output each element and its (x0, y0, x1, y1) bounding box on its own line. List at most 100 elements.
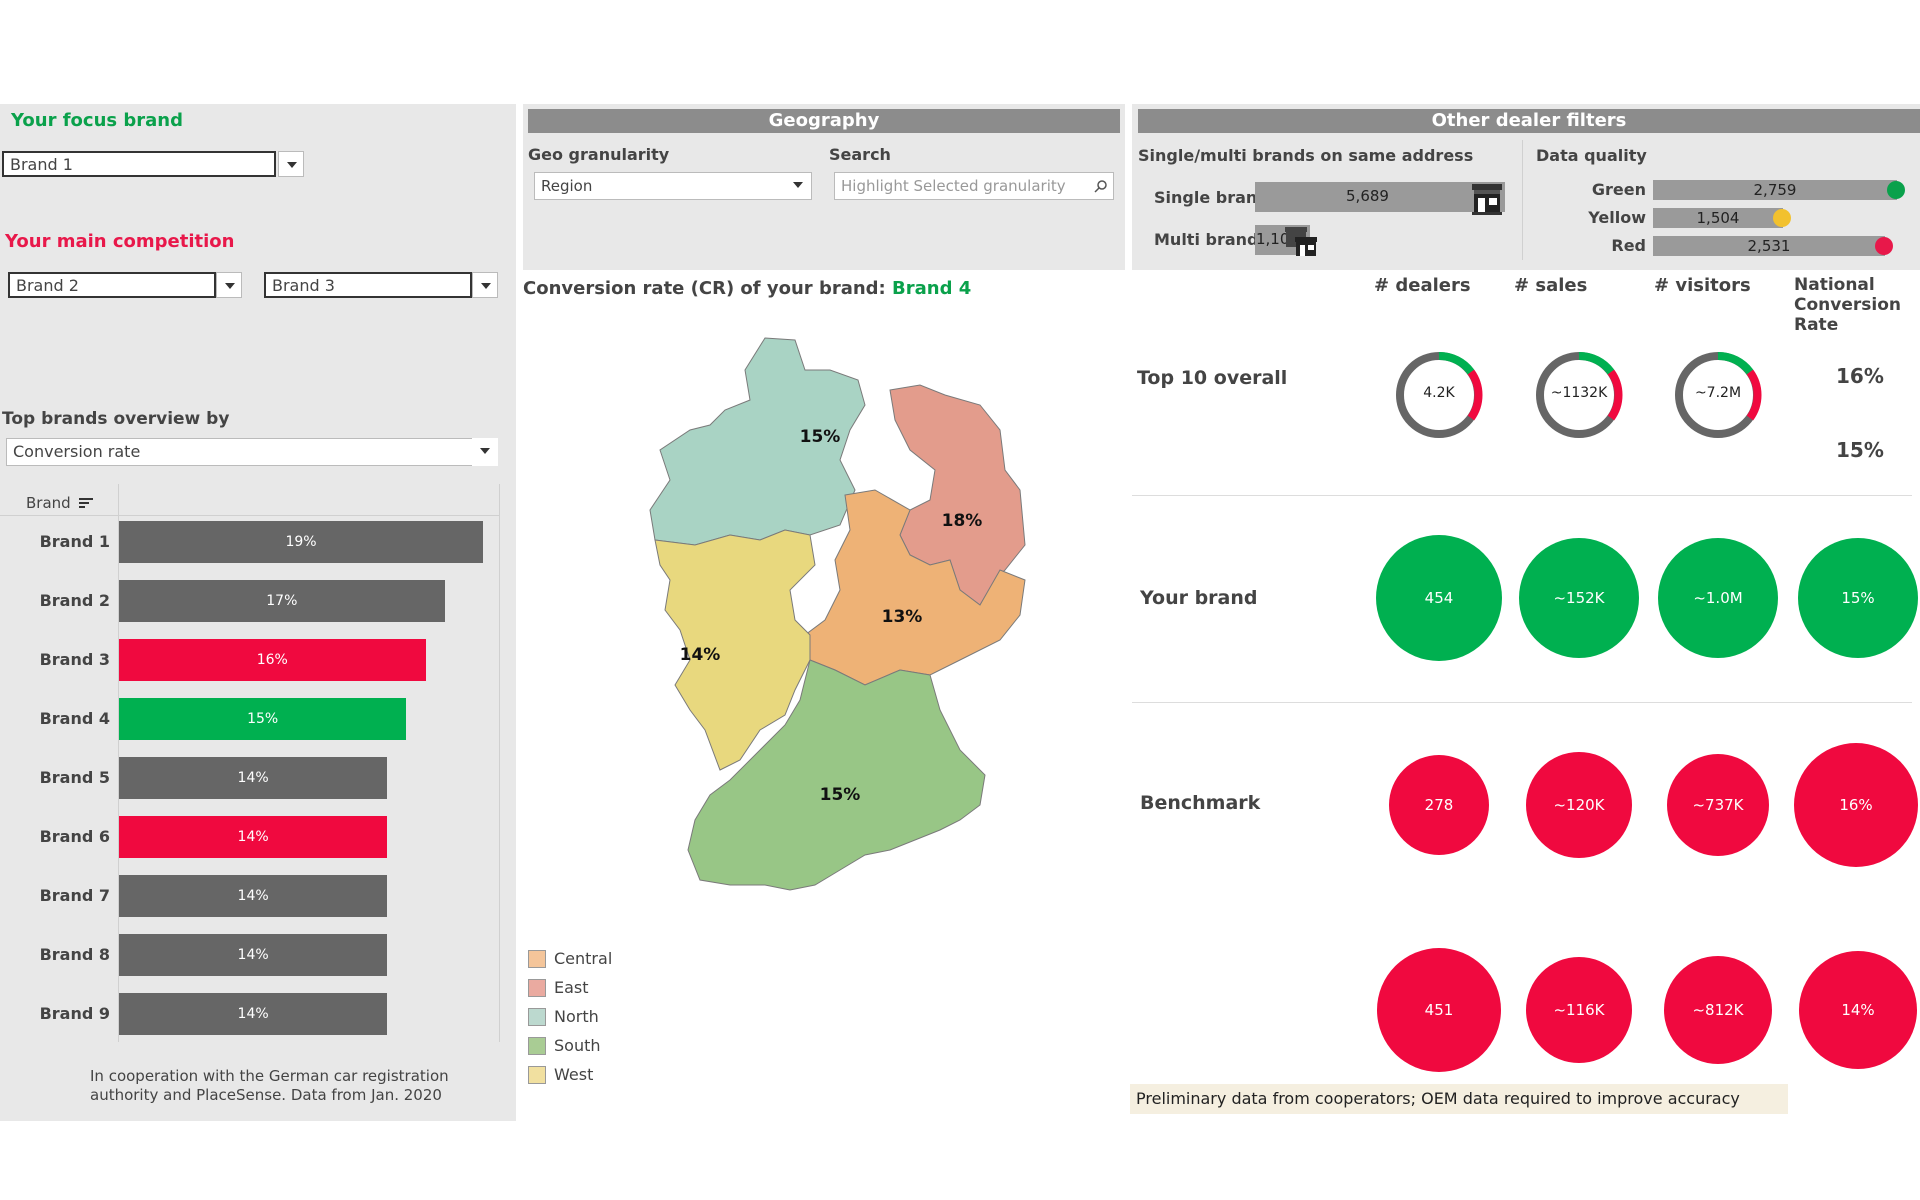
germany-map[interactable]: 15% 18% 13% 14% 15% (600, 330, 1040, 910)
legend-label[interactable]: North (554, 1007, 599, 1026)
single-brand-bar[interactable] (1255, 182, 1505, 212)
legend-swatch[interactable] (528, 1037, 546, 1055)
benchmark-bubble[interactable]: ~120K (1526, 752, 1632, 858)
search-input[interactable]: Highlight Selected granularity (834, 172, 1114, 200)
top10-rate-1: 16% (1836, 364, 1884, 388)
row4-bubble[interactable]: 451 (1377, 948, 1501, 1072)
col-national-cr: National Conversion Rate (1794, 275, 1901, 335)
top10-donut-value: 4.2K (1423, 385, 1455, 401)
col-sales: # sales (1514, 275, 1588, 296)
overview-select[interactable]: Conversion rate (6, 438, 476, 466)
bar-category-label: Brand 7 (39, 886, 110, 905)
dq-value: 2,531 (1747, 237, 1791, 255)
chevron-down-icon[interactable] (278, 151, 304, 177)
row4-bubble[interactable]: ~812K (1664, 956, 1772, 1064)
top10-rate-2: 15% (1836, 438, 1884, 462)
legend-label[interactable]: West (554, 1065, 594, 1084)
top10-donut-value: ~7.2M (1694, 385, 1742, 401)
sort-icon[interactable] (79, 496, 94, 508)
legend-swatch[interactable] (528, 979, 546, 997)
bar-category-label: Brand 8 (39, 945, 110, 964)
dq-status-dot (1887, 181, 1905, 199)
dq-bar[interactable] (1653, 236, 1885, 256)
bar-category-label: Brand 9 (39, 1004, 110, 1023)
brand-bar-chart: Brand 1 19% Brand 2 17% Brand 3 16% Brand 4 15%… (0, 516, 500, 1046)
bar-category-label: Brand 1 (39, 532, 110, 551)
bar-category-label: Brand 6 (39, 827, 110, 846)
row-your-brand-label: Your brand (1140, 587, 1258, 609)
map-title-text: Conversion rate (CR) of your brand: (523, 278, 886, 299)
focus-brand-select[interactable]: Brand 1 (2, 151, 276, 177)
single-multi-title: Single/multi brands on same address (1138, 146, 1474, 165)
region-value-label: 15% (820, 785, 861, 805)
region-central[interactable] (804, 489, 1026, 686)
top10-donut[interactable]: ~7.2M (1673, 350, 1763, 444)
store-icon (1283, 225, 1319, 263)
geo-granularity-select[interactable]: Region (534, 172, 812, 200)
dq-value: 1,504 (1696, 209, 1740, 227)
legend-label[interactable]: South (554, 1036, 601, 1055)
legend-swatch[interactable] (528, 1008, 546, 1026)
map-title-brand: Brand 4 (892, 278, 972, 299)
dq-label: Yellow (1588, 208, 1646, 227)
brand-column-header[interactable]: Brand (26, 494, 94, 512)
brand-column-label: Brand (26, 494, 71, 512)
chevron-down-icon[interactable] (216, 272, 242, 298)
legend-swatch[interactable] (528, 1066, 546, 1084)
region-south[interactable] (687, 659, 986, 891)
chevron-down-icon[interactable] (472, 272, 498, 298)
dq-bar[interactable] (1653, 180, 1897, 200)
search-label: Search (829, 145, 891, 164)
legend-label[interactable]: East (554, 978, 589, 997)
row-top10-label: Top 10 overall (1137, 367, 1288, 389)
dq-bar[interactable] (1653, 208, 1783, 228)
bar-brand-2[interactable]: 17% (119, 580, 445, 622)
bar-brand-5[interactable]: 14% (119, 757, 388, 799)
chevron-down-icon[interactable] (472, 438, 498, 466)
chart-divider (118, 484, 119, 1042)
row-divider (1132, 495, 1912, 496)
bar-brand-6[interactable]: 14% (119, 816, 388, 858)
bar-brand-3[interactable]: 16% (119, 639, 426, 681)
legend-label[interactable]: Central (554, 949, 613, 968)
bar-brand-8[interactable]: 14% (119, 934, 388, 976)
benchmark-bubble[interactable]: 278 (1389, 755, 1489, 855)
region-value-label: 15% (800, 427, 841, 447)
bar-category-label: Brand 4 (39, 709, 110, 728)
chevron-down-icon[interactable] (785, 172, 811, 198)
bar-brand-7[interactable]: 14% (119, 875, 388, 917)
legend-swatch[interactable] (528, 950, 546, 968)
benchmark-bubble[interactable]: ~737K (1667, 754, 1769, 856)
region-west[interactable] (654, 529, 816, 771)
dq-label: Green (1591, 180, 1646, 199)
bar-category-label: Brand 5 (39, 768, 110, 787)
competition-select-1[interactable]: Brand 2 (8, 272, 216, 298)
focus-brand-title: Your focus brand (11, 110, 183, 131)
bar-brand-1[interactable]: 19% (119, 521, 483, 563)
bar-brand-4[interactable]: 15% (119, 698, 407, 740)
col-visitors: # visitors (1654, 275, 1751, 296)
your-brand-bubble[interactable]: ~152K (1519, 538, 1639, 658)
region-value-label: 13% (882, 607, 923, 627)
top10-donut[interactable]: 4.2K (1394, 350, 1484, 444)
competition-select-2[interactable]: Brand 3 (264, 272, 472, 298)
region-value-label: 14% (680, 645, 721, 665)
row-divider (1132, 702, 1912, 703)
row4-bubble[interactable]: ~116K (1526, 957, 1632, 1063)
col-dealers: # dealers (1374, 275, 1471, 296)
region-value-label: 18% (942, 511, 983, 531)
top10-donut[interactable]: ~1132K (1534, 350, 1624, 444)
benchmark-bubble[interactable]: 16% (1794, 743, 1918, 867)
store-icon (1470, 182, 1504, 220)
search-icon[interactable] (1094, 178, 1108, 197)
your-brand-bubble[interactable]: 454 (1376, 535, 1502, 661)
your-brand-bubble[interactable]: ~1.0M (1658, 538, 1778, 658)
your-brand-bubble[interactable]: 15% (1798, 538, 1918, 658)
overview-title: Top brands overview by (2, 409, 230, 429)
footnote: In cooperation with the German car regis… (90, 1067, 449, 1104)
bar-brand-9[interactable]: 14% (119, 993, 388, 1035)
chart-header-line (0, 515, 500, 516)
dq-status-dot (1875, 237, 1893, 255)
top10-donut-value: ~1132K (1550, 385, 1608, 401)
row4-bubble[interactable]: 14% (1799, 951, 1917, 1069)
